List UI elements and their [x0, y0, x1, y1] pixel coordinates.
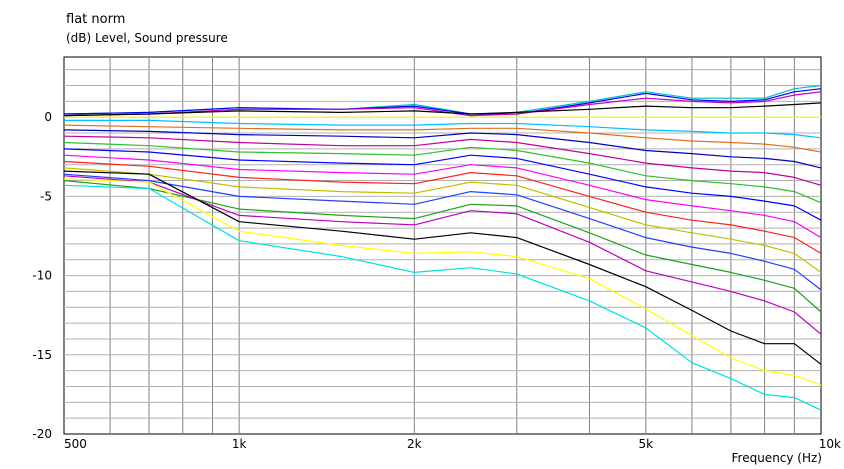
series-line-18 — [63, 170, 822, 365]
plot-frame — [63, 56, 822, 435]
series-line-11 — [63, 148, 822, 221]
series-line-3 — [63, 91, 822, 117]
y-axis-label: (dB) Level, Sound pressure — [66, 31, 228, 45]
tick-labels: 0 -5 -10 -15 -20 500 1k 2k 5k 10k — [32, 110, 841, 451]
series-group — [63, 84, 822, 411]
series-line-7 — [63, 124, 822, 153]
x-tick-label: 2k — [407, 437, 422, 451]
series-line-2 — [63, 88, 822, 115]
series-line-6 — [64, 119, 822, 139]
series-line-10 — [63, 141, 822, 204]
series-line-14 — [63, 167, 822, 273]
x-axis-label: Frequency (Hz) — [731, 451, 823, 465]
series-line-9 — [63, 135, 822, 186]
chart-title: flat norm — [66, 12, 126, 27]
y-tick-label: -15 — [32, 348, 52, 362]
x-tick-label: 500 — [64, 437, 87, 451]
series-line-13 — [63, 160, 822, 254]
x-tick-label: 10k — [819, 437, 841, 451]
y-tick-label: -10 — [32, 269, 52, 283]
x-tick-label: 5k — [639, 437, 654, 451]
series-line-19 — [63, 178, 822, 386]
grid — [64, 57, 821, 434]
series-line-16 — [63, 180, 822, 313]
series-line-15 — [63, 173, 822, 291]
series-line-12 — [63, 154, 822, 239]
y-tick-label: -20 — [32, 427, 52, 441]
y-tick-label: -5 — [40, 189, 52, 203]
series-line-20 — [63, 184, 822, 411]
y-tick-label: 0 — [44, 110, 52, 124]
series-line-4 — [63, 102, 822, 117]
series-line-17 — [63, 175, 822, 335]
x-tick-label: 1k — [232, 437, 247, 451]
series-line-8 — [63, 129, 822, 169]
